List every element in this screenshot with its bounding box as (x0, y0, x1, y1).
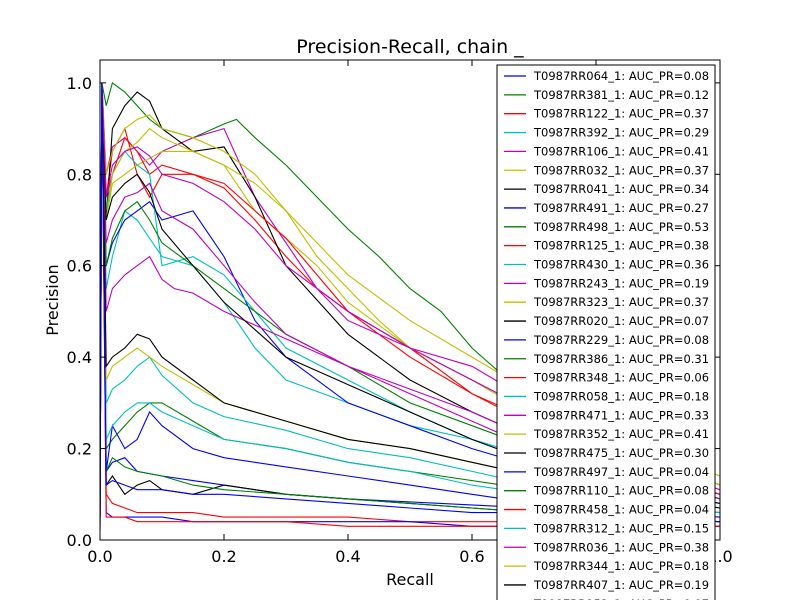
legend-label-4: T0987RR392_1: AUC_PR=0.29 (533, 126, 709, 140)
legend-label-2: T0987RR381_1: AUC_PR=0.12 (533, 88, 709, 102)
series-line-28 (100, 82, 720, 509)
legend-label-10: T0987RR125_1: AUC_PR=0.38 (533, 239, 709, 253)
legend-box (496, 64, 716, 600)
series-line-21 (100, 82, 720, 504)
legend-label-27: T0987RR344_1: AUC_PR=0.18 (533, 559, 709, 573)
y-axis-label: Precision (43, 264, 62, 335)
legend-label-28: T0987RR407_1: AUC_PR=0.19 (533, 578, 709, 592)
x-tick-label-1: 0.0 (87, 547, 112, 566)
series-line-20 (100, 82, 720, 477)
series-line-6 (100, 82, 720, 495)
series-line-16 (100, 82, 720, 500)
plot-frame (99, 59, 721, 541)
x-tick-label-4: 0.6 (459, 547, 484, 566)
legend-label-25: T0987RR312_1: AUC_PR=0.15 (533, 521, 709, 535)
legend-label-29: T0987RR152_1: AUC_PR=0.07 (533, 597, 709, 600)
legend-label-14: T0987RR020_1: AUC_PR=0.07 (533, 314, 709, 328)
y-tick-label-4: 0.6 (67, 257, 92, 276)
legend-label-24: T0987RR458_1: AUC_PR=0.04 (533, 503, 709, 517)
y-tick-label-3: 0.4 (67, 348, 92, 367)
legend-label-3: T0987RR122_1: AUC_PR=0.37 (533, 107, 709, 121)
series-line-5 (100, 82, 720, 495)
legend: T0987RR064_1: AUC_PR=0.08 T0987RR381_1: A… (496, 64, 716, 600)
series-line-25 (100, 82, 720, 514)
legend-label-12: T0987RR243_1: AUC_PR=0.19 (533, 276, 709, 290)
legend-label-6: T0987RR032_1: AUC_PR=0.37 (533, 163, 709, 177)
legend-label-8: T0987RR491_1: AUC_PR=0.27 (533, 201, 709, 215)
legend-label-1: T0987RR064_1: AUC_PR=0.08 (533, 69, 709, 83)
x-tick-label-2: 0.2 (211, 547, 236, 566)
legend-label-5: T0987RR106_1: AUC_PR=0.41 (533, 144, 709, 158)
legend-label-16: T0987RR386_1: AUC_PR=0.31 (533, 352, 709, 366)
y-tick-label-1: 0.0 (67, 531, 92, 550)
legend-entries: T0987RR064_1: AUC_PR=0.08 T0987RR381_1: A… (504, 69, 709, 600)
legend-label-15: T0987RR229_1: AUC_PR=0.08 (533, 333, 709, 347)
x-tick-label-3: 0.4 (335, 547, 360, 566)
series-line-15 (100, 82, 720, 518)
legend-label-21: T0987RR475_1: AUC_PR=0.30 (533, 446, 709, 460)
y-tick-label-6: 1.0 (67, 74, 92, 93)
legend-label-9: T0987RR498_1: AUC_PR=0.53 (533, 220, 709, 234)
y-tick-label-2: 0.2 (67, 440, 92, 459)
legend-label-7: T0987RR041_1: AUC_PR=0.34 (533, 182, 709, 196)
legend-label-17: T0987RR348_1: AUC_PR=0.06 (533, 371, 709, 385)
series-line-18 (100, 82, 720, 509)
y-axis-ticks: 0.0 0.2 0.4 0.6 0.8 1.0 (67, 74, 720, 550)
legend-label-20: T0987RR352_1: AUC_PR=0.41 (533, 427, 709, 441)
legend-label-19: T0987RR471_1: AUC_PR=0.33 (533, 408, 709, 422)
legend-label-23: T0987RR110_1: AUC_PR=0.08 (533, 484, 709, 498)
series-line-2 (100, 82, 720, 514)
legend-label-18: T0987RR058_1: AUC_PR=0.18 (533, 389, 709, 403)
legend-label-26: T0987RR036_1: AUC_PR=0.38 (533, 540, 709, 554)
legend-label-13: T0987RR323_1: AUC_PR=0.37 (533, 295, 709, 309)
series-line-19 (100, 82, 720, 500)
legend-label-11: T0987RR430_1: AUC_PR=0.36 (533, 258, 709, 272)
chart-title: Precision-Recall, chain _ (296, 36, 524, 58)
x-axis-label: Recall (386, 570, 434, 589)
legend-label-22: T0987RR497_1: AUC_PR=0.04 (533, 465, 709, 479)
series-line-8 (100, 82, 720, 509)
series-line-26 (100, 82, 720, 491)
series-line-12 (100, 82, 720, 495)
y-tick-label-5: 0.8 (67, 165, 92, 184)
